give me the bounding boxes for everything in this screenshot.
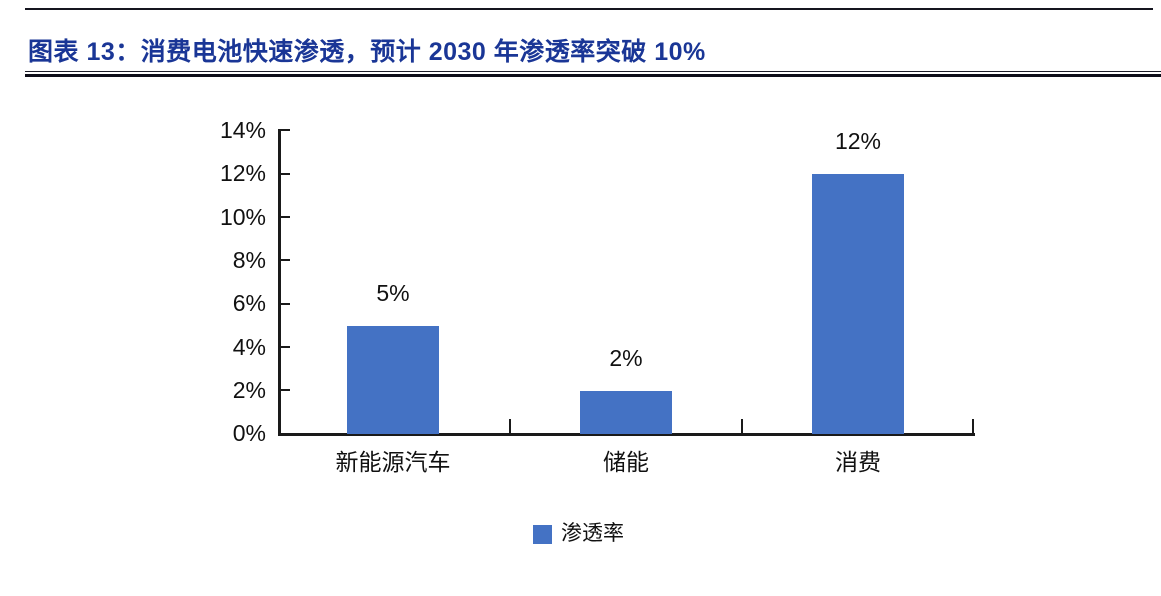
y-axis-tick [281,303,290,305]
title-rule-line [25,71,1161,77]
bar-value-label: 12% [834,127,882,154]
y-axis-label: 2% [232,377,266,403]
legend: 渗透率 [533,521,624,547]
y-axis-tick [281,173,290,175]
bar-penetration-consumer [812,173,904,434]
legend-swatch [533,524,552,544]
x-axis-line [278,433,975,436]
y-axis-tick [281,259,290,261]
bar-value-label: 5% [376,279,410,306]
bar-penetration-storage [580,390,672,434]
y-axis-label: 4% [232,334,266,360]
figure-title: 图表 13：消费电池快速渗透，预计 2030 年渗透率突破 10% [28,38,706,66]
category-label: 新能源汽车 [335,449,451,475]
category-label: 储能 [603,449,649,475]
category-label: 消费 [835,449,881,475]
y-axis-label: 14% [219,117,266,143]
y-axis-tick [281,129,290,131]
category-axis-tick [972,419,974,433]
y-axis-tick [281,389,290,391]
category-axis-tick [509,419,511,433]
top-rule-line [25,8,1153,10]
category-axis-tick [741,419,743,433]
bar-value-label: 2% [609,344,643,371]
legend-label: 渗透率 [561,522,624,545]
y-axis-label: 6% [232,290,266,316]
y-axis-label: 12% [219,160,266,186]
y-axis-label: 8% [232,247,266,273]
y-axis-tick [281,346,290,348]
y-axis-tick [281,216,290,218]
y-axis-label: 0% [232,420,266,446]
bar-penetration-nev [347,325,439,434]
y-axis-line [278,129,281,436]
y-axis-label: 10% [219,204,266,230]
